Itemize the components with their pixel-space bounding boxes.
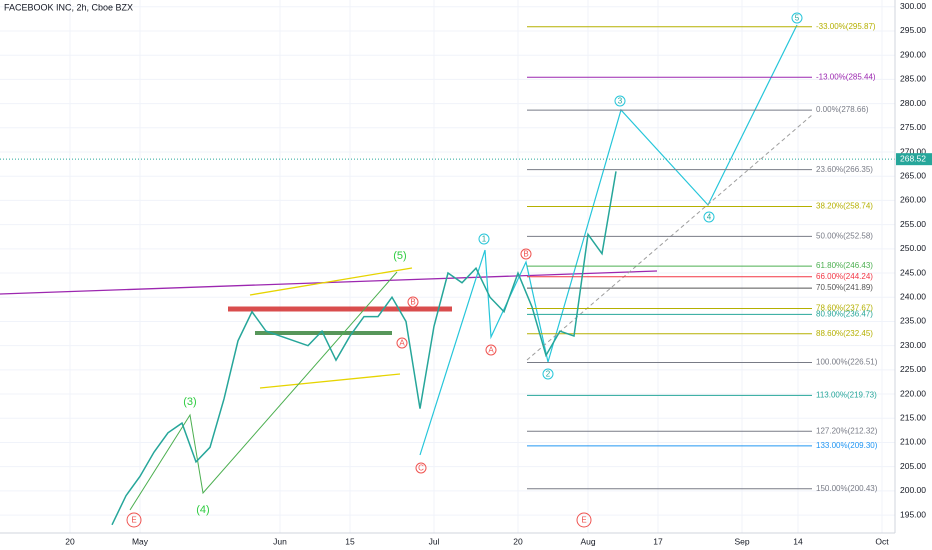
wave-label: 2 [546, 370, 551, 379]
wave-label: B [523, 250, 528, 259]
price-line [111, 171, 617, 526]
wave-label: (3) [183, 396, 196, 408]
fib-label: 66.00%(244.24) [816, 272, 873, 281]
x-tick-label: Jul [429, 536, 440, 546]
grid [0, 0, 895, 533]
wave-marker: B [407, 296, 419, 308]
wave-label: 5 [795, 14, 800, 23]
chart-title: FACEBOOK INC, 2h, Cboe BZX [4, 2, 133, 12]
last-price-tag [896, 153, 932, 166]
wave-label: 3 [618, 97, 623, 106]
y-tick-label: 195.00 [900, 509, 926, 519]
fib-label: 80.90%(236.47) [816, 309, 873, 318]
y-tick-label: 225.00 [900, 364, 926, 374]
x-tick-label: Sep [734, 536, 749, 546]
fib-label: 78.60%(237.67) [816, 304, 873, 313]
y-tick-label: 250.00 [900, 243, 926, 253]
wave-label: (4) [196, 504, 209, 516]
y-tick-label: 260.00 [900, 195, 926, 205]
wave-marker: A [396, 337, 408, 349]
wave-line [419, 24, 798, 456]
fib-label: 50.00%(252.58) [816, 231, 873, 240]
wave-line [129, 271, 398, 511]
fib-label: 0.00%(278.66) [816, 105, 869, 114]
wave-marker: 4 [703, 211, 715, 223]
fib-label: 133.00%(209.30) [816, 441, 878, 450]
y-tick-label: 270.00 [900, 146, 926, 156]
y-tick-label: 230.00 [900, 340, 926, 350]
wave-marker: E [126, 512, 142, 528]
y-tick-label: 265.00 [900, 170, 926, 180]
x-tick-label: Aug [580, 536, 595, 546]
axes: 195.00 200.00 205.00 210.00 215.00 220.00 225.… [65, 1, 932, 546]
fib-label: 150.00%(200.43) [816, 484, 878, 493]
wave-marker: 5 [791, 12, 803, 24]
fib-label: 127.20%(212.32) [816, 426, 878, 435]
wave-label: B [410, 298, 415, 307]
fib-label: 38.20%(258.74) [816, 202, 873, 211]
x-tick-label: May [132, 536, 149, 546]
wave-marker: E [576, 512, 592, 528]
plot [0, 158, 895, 526]
wave-label: A [488, 346, 494, 355]
y-tick-label: 285.00 [900, 74, 926, 84]
fib-label: 61.80%(246.43) [816, 261, 873, 270]
y-tick-label: 275.00 [900, 122, 926, 132]
fib-label: 70.50%(241.89) [816, 283, 873, 292]
y-tick-label: 300.00 [900, 1, 926, 11]
x-tick-label: 20 [65, 536, 75, 546]
wave-label: E [581, 516, 586, 525]
y-tick-label: 200.00 [900, 485, 926, 495]
x-tick-label: 17 [653, 536, 663, 546]
wave-marker: A [485, 344, 497, 356]
y-tick-label: 215.00 [900, 413, 926, 423]
x-tick-label: 20 [513, 536, 523, 546]
x-tick-label: 15 [345, 536, 355, 546]
fib-label: 100.00%(226.51) [816, 358, 878, 367]
wave-marker: C [415, 462, 427, 474]
y-tick-label: 210.00 [900, 437, 926, 447]
wave-marker: B [520, 248, 532, 260]
channel-line [259, 373, 401, 389]
y-tick-label: 205.00 [900, 461, 926, 471]
wave-label: C [418, 464, 424, 473]
wave-marker: 2 [542, 368, 554, 380]
y-tick-label: 255.00 [900, 219, 926, 229]
y-tick-label: 235.00 [900, 316, 926, 326]
last-price-label: 268.52 [900, 153, 926, 163]
channel-line [249, 267, 413, 296]
fib-label: 23.60%(266.35) [816, 165, 873, 174]
y-tick-label: 240.00 [900, 291, 926, 301]
fib-label: 88.60%(232.45) [816, 329, 873, 338]
wave-label: A [399, 339, 405, 348]
fib-label: 113.00%(219.73) [816, 390, 877, 399]
x-tick-label: 14 [793, 536, 803, 546]
price-axis [895, 0, 932, 550]
wave-marker: 3 [614, 95, 626, 107]
x-tick-label: Jun [273, 536, 287, 546]
y-tick-label: 220.00 [900, 388, 926, 398]
wave-label: E [131, 516, 136, 525]
wave-label: (5) [393, 250, 406, 262]
y-tick-label: 280.00 [900, 98, 926, 108]
y-tick-label: 295.00 [900, 25, 926, 35]
y-tick-label: 290.00 [900, 49, 926, 59]
fib-levels: -33.00%(295.87) -13.00%(285.44) 0.00%(278.… [527, 22, 878, 493]
wave-label: 4 [707, 213, 712, 222]
fib-label: -13.00%(285.44) [816, 72, 876, 81]
y-tick-label: 245.00 [900, 267, 926, 277]
wave-label: 1 [482, 235, 487, 244]
fib-label: -33.00%(295.87) [816, 22, 876, 31]
wave-marker: 1 [478, 233, 490, 245]
x-tick-label: Oct [875, 536, 889, 546]
